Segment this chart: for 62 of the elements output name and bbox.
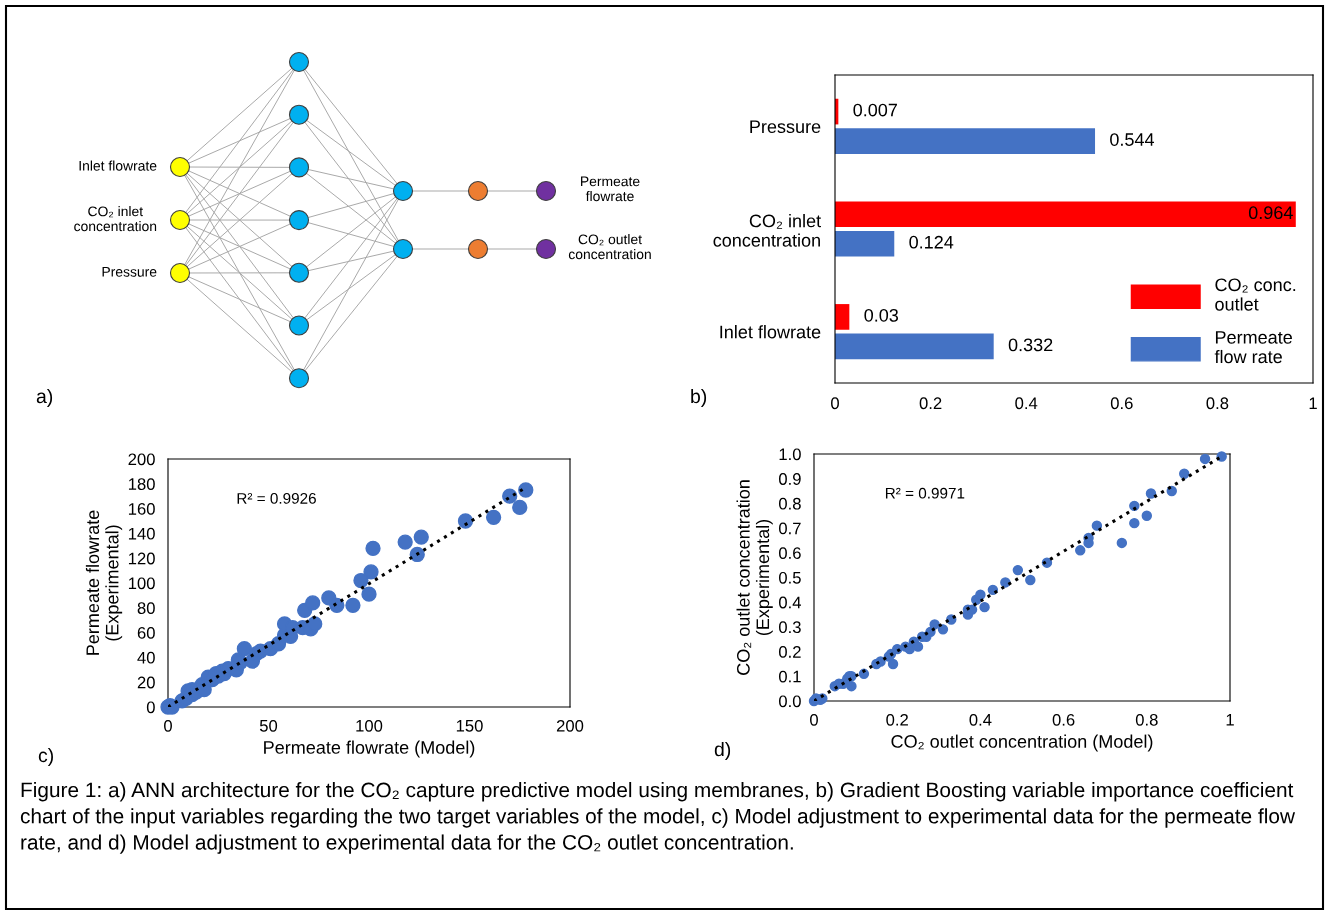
- y-tick-label: 20: [137, 676, 155, 689]
- y-tick-label: 0.4: [778, 596, 802, 609]
- y-tick-label: 0.2: [778, 646, 801, 658]
- y-tick-label: 80: [137, 602, 155, 614]
- y-tick-label: 180: [128, 478, 155, 490]
- text: CO₂ outlet concentration: [568, 234, 651, 260]
- y-tick-label: 0.3: [778, 621, 801, 634]
- x-tick-label: 1: [1309, 397, 1317, 409]
- x-tick-label: 50: [259, 719, 278, 732]
- x-tick-label: 0: [831, 397, 839, 410]
- x-tick-label: 0.6: [1110, 397, 1133, 410]
- x-tick-label: 0.8: [1206, 397, 1229, 410]
- y-tick-label: 0: [146, 701, 155, 714]
- y-tick-label: 0.5: [778, 571, 801, 584]
- y-tick-label: 0.9: [778, 473, 801, 485]
- x-tick-label: 0.2: [886, 713, 908, 726]
- y-tick-label: 0.6: [778, 547, 801, 559]
- data-label: 0.332: [1008, 338, 1053, 352]
- x-axis-title: Permeate flowrate (Model): [264, 740, 475, 758]
- y-tick-label: 140: [128, 527, 155, 540]
- legend-label: Permeate flow rate: [1214, 331, 1292, 364]
- text: Permeate flowrate: [581, 176, 640, 202]
- y-tick-label: 1.0: [779, 448, 801, 461]
- y-axis-title: Permeate flowrate (Experimental): [85, 510, 123, 655]
- x-tick-label: 1: [1226, 714, 1234, 726]
- x-tick-label: 0.4: [1015, 397, 1038, 410]
- annotation: R² = 0.9971: [885, 487, 965, 499]
- y-tick-label: 120: [128, 552, 155, 565]
- x-tick-label: 150: [456, 719, 483, 732]
- text: c): [38, 747, 53, 767]
- y-axis-title: CO₂ outlet concentration (Experimental): [736, 480, 773, 675]
- x-tick-label: 0.2: [919, 397, 942, 410]
- y-tick-label: 0.0: [778, 695, 801, 708]
- y-tick-label: Inlet flowrate: [720, 325, 821, 339]
- x-tick-label: 0.6: [1052, 713, 1075, 726]
- text: b): [691, 388, 707, 408]
- data-label: 0.544: [1110, 133, 1155, 146]
- y-tick-label: Pressure: [750, 120, 821, 134]
- legend-label: CO₂ conc. outlet: [1215, 278, 1296, 311]
- y-tick-label: 40: [137, 651, 155, 664]
- x-tick-label: 200: [556, 719, 584, 732]
- y-tick-label: 160: [128, 503, 155, 515]
- data-label: 0.124: [909, 235, 954, 249]
- annotation: R² = 0.9926: [237, 492, 316, 504]
- y-tick-label: 200: [128, 453, 155, 466]
- x-tick-label: 0.8: [1135, 713, 1158, 726]
- text: a): [36, 388, 53, 408]
- y-tick-label: 60: [137, 627, 155, 639]
- y-tick-label: CO₂ inlet concentration: [713, 214, 821, 247]
- data-label: 0.007: [853, 103, 897, 117]
- x-tick-label: 100: [356, 719, 383, 732]
- data-label: 0.03: [864, 308, 899, 322]
- x-axis-title: CO₂ outlet concentration (Model): [891, 734, 1153, 752]
- text: d): [714, 741, 731, 761]
- y-tick-label: 0.7: [778, 522, 801, 535]
- y-tick-label: 0.8: [778, 497, 801, 510]
- data-label: 0.964: [1248, 206, 1293, 220]
- y-tick-label: 0.1: [778, 670, 801, 683]
- y-tick-label: 100: [128, 577, 155, 590]
- x-tick-label: 0: [164, 719, 172, 732]
- caption: Figure 1: a) ANN architecture for the CO₂ capture predictive model using membranes, b) Gradient Boosting variable importance coefficient chart of the input variables regarding the two target variables of the model, c) Model adjustment to experimental data for the permeate flow rate, and d) Model adjustment to experimental data for the CO₂ outlet concentration.: [20, 782, 1296, 854]
- x-tick-label: 0.4: [969, 713, 992, 726]
